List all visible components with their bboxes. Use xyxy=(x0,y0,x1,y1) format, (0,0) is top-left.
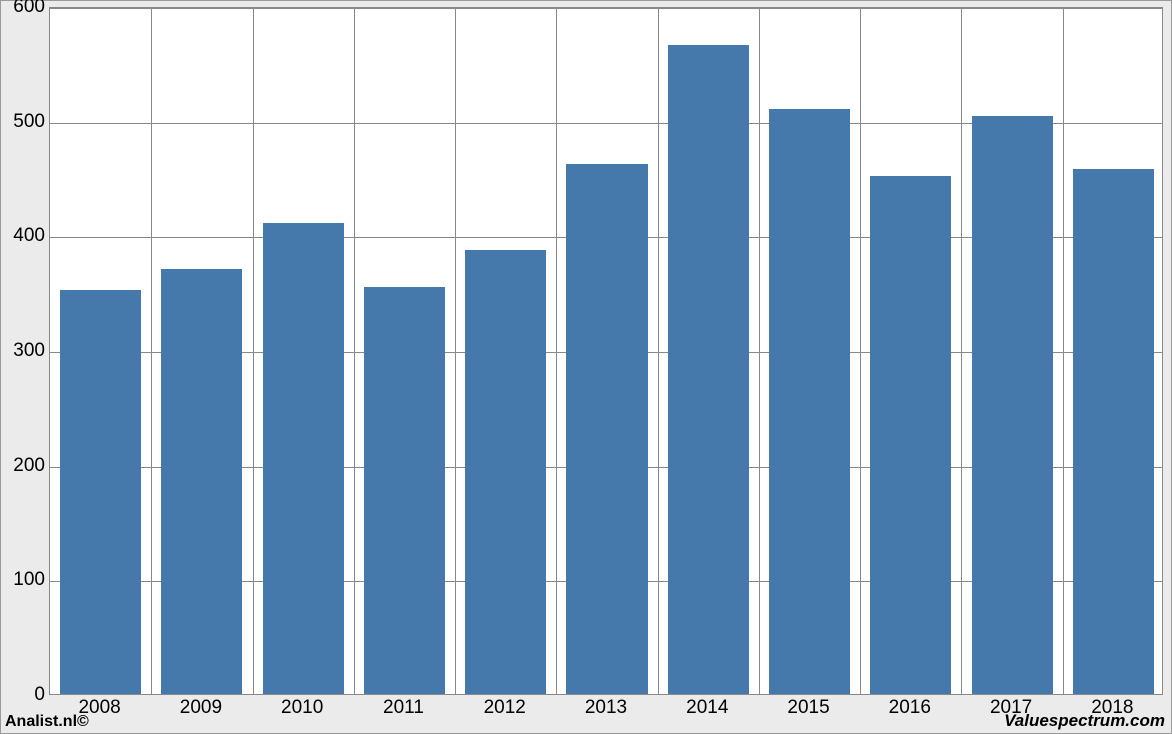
bar xyxy=(566,164,647,694)
gridline-vertical xyxy=(961,8,962,694)
gridline-vertical xyxy=(556,8,557,694)
y-tick-label: 0 xyxy=(7,684,45,706)
bar xyxy=(161,269,242,694)
x-tick-label: 2010 xyxy=(281,697,323,719)
bar xyxy=(972,116,1053,694)
x-tick-label: 2016 xyxy=(889,697,931,719)
y-tick-label: 200 xyxy=(7,455,45,477)
bar xyxy=(870,176,951,694)
x-tick-label: 2014 xyxy=(686,697,728,719)
bar xyxy=(60,290,141,694)
plot-area xyxy=(49,7,1163,695)
bar xyxy=(769,109,850,694)
gridline-vertical xyxy=(253,8,254,694)
footer-right-credit: Valuespectrum.com xyxy=(1004,711,1165,731)
gridline-vertical xyxy=(354,8,355,694)
bar xyxy=(668,45,749,694)
x-tick-label: 2013 xyxy=(585,697,627,719)
gridline-vertical xyxy=(860,8,861,694)
y-tick-label: 500 xyxy=(7,111,45,133)
bar xyxy=(1073,169,1154,694)
x-tick-label: 2009 xyxy=(180,697,222,719)
y-tick-label: 400 xyxy=(7,225,45,247)
gridline-horizontal xyxy=(50,8,1162,9)
gridline-vertical xyxy=(658,8,659,694)
bar xyxy=(364,287,445,694)
y-tick-label: 600 xyxy=(7,0,45,18)
bar xyxy=(465,250,546,694)
y-tick-label: 100 xyxy=(7,569,45,591)
footer-left-credit: Analist.nl© xyxy=(5,713,89,731)
bar xyxy=(263,223,344,694)
x-tick-label: 2011 xyxy=(383,697,424,719)
gridline-vertical xyxy=(1063,8,1064,694)
gridline-vertical xyxy=(151,8,152,694)
x-tick-label: 2015 xyxy=(787,697,829,719)
y-tick-label: 300 xyxy=(7,340,45,362)
gridline-vertical xyxy=(455,8,456,694)
x-tick-label: 2012 xyxy=(484,697,526,719)
chart-container: 0100200300400500600 20082009201020112012… xyxy=(0,0,1172,734)
gridline-vertical xyxy=(759,8,760,694)
